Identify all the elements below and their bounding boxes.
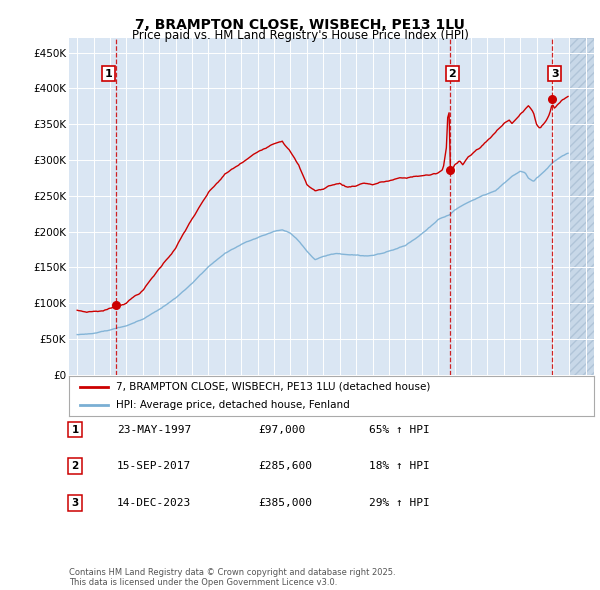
Text: 14-DEC-2023: 14-DEC-2023 — [117, 498, 191, 507]
Text: 15-SEP-2017: 15-SEP-2017 — [117, 461, 191, 471]
Text: 1: 1 — [104, 68, 112, 78]
Text: 2: 2 — [448, 68, 456, 78]
Text: 7, BRAMPTON CLOSE, WISBECH, PE13 1LU (detached house): 7, BRAMPTON CLOSE, WISBECH, PE13 1LU (de… — [116, 382, 431, 392]
Bar — [569, 38, 594, 375]
Text: 2: 2 — [71, 461, 79, 471]
Text: Price paid vs. HM Land Registry's House Price Index (HPI): Price paid vs. HM Land Registry's House … — [131, 30, 469, 42]
Text: 23-MAY-1997: 23-MAY-1997 — [117, 425, 191, 434]
Text: HPI: Average price, detached house, Fenland: HPI: Average price, detached house, Fenl… — [116, 400, 350, 410]
Text: £385,000: £385,000 — [258, 498, 312, 507]
Text: Contains HM Land Registry data © Crown copyright and database right 2025.
This d: Contains HM Land Registry data © Crown c… — [69, 568, 395, 587]
Text: £97,000: £97,000 — [258, 425, 305, 434]
Text: 7, BRAMPTON CLOSE, WISBECH, PE13 1LU: 7, BRAMPTON CLOSE, WISBECH, PE13 1LU — [135, 18, 465, 32]
Text: 3: 3 — [71, 498, 79, 507]
Text: £285,600: £285,600 — [258, 461, 312, 471]
Text: 29% ↑ HPI: 29% ↑ HPI — [369, 498, 430, 507]
Text: 1: 1 — [71, 425, 79, 434]
Text: 3: 3 — [551, 68, 559, 78]
Text: 65% ↑ HPI: 65% ↑ HPI — [369, 425, 430, 434]
Text: 18% ↑ HPI: 18% ↑ HPI — [369, 461, 430, 471]
